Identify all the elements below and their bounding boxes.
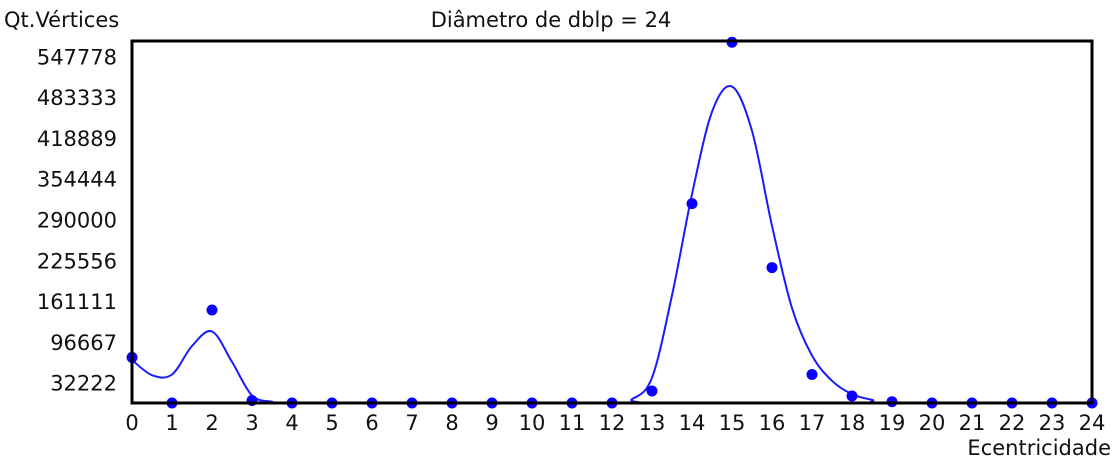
x-axis-ticks: 0 1 2 3 4 5 6 7 8 9 10 11 12 13 14 15 16 17 18 19 20 21 22 23 24: [125, 411, 1105, 435]
x-tick-label: 3: [245, 411, 258, 435]
x-tick-label: 2: [205, 411, 218, 435]
x-tick-label: 21: [959, 411, 986, 435]
x-tick-label: 16: [759, 411, 786, 435]
data-points: [126, 36, 1098, 409]
data-point: [206, 304, 218, 316]
y-tick-label: 96667: [50, 331, 117, 355]
x-tick-label: 5: [325, 411, 338, 435]
data-point: [806, 369, 818, 381]
y-axis-label: Qt.Vértices: [4, 8, 119, 32]
y-tick-label: 32222: [50, 372, 117, 396]
data-point: [686, 198, 698, 210]
plot-frame: [130, 39, 1094, 405]
x-tick-label: 15: [719, 411, 746, 435]
x-tick-label: 22: [999, 411, 1026, 435]
y-tick-label: 354444: [37, 168, 117, 192]
x-tick-label: 8: [445, 411, 458, 435]
x-tick-label: 19: [879, 411, 906, 435]
x-tick-label: 11: [559, 411, 586, 435]
y-axis-ticks: 32222 96667 161111 225556 290000 354444 418889…: [37, 45, 117, 395]
data-point: [646, 385, 658, 397]
x-tick-label: 10: [519, 411, 546, 435]
y-tick-label: 418889: [37, 127, 117, 151]
x-tick-label: 20: [919, 411, 946, 435]
x-tick-label: 12: [599, 411, 626, 435]
y-tick-label: 161111: [37, 290, 117, 314]
x-tick-label: 24: [1079, 411, 1106, 435]
y-tick-label: 547778: [37, 45, 117, 69]
x-tick-label: 0: [125, 411, 138, 435]
x-axis-label: Ecentricidade: [967, 436, 1111, 460]
y-tick-label: 290000: [37, 208, 117, 232]
y-tick-label: 225556: [37, 249, 117, 273]
x-tick-label: 18: [839, 411, 866, 435]
x-tick-label: 17: [799, 411, 826, 435]
x-tick-label: 23: [1039, 411, 1066, 435]
x-tick-label: 14: [679, 411, 706, 435]
x-tick-label: 13: [639, 411, 666, 435]
data-point: [846, 390, 858, 402]
x-tick-label: 9: [485, 411, 498, 435]
smoothed-curve-line: [131, 85, 1093, 405]
x-tick-label: 7: [405, 411, 418, 435]
data-point: [766, 262, 778, 274]
x-tick-label: 4: [285, 411, 298, 435]
x-tick-label: 1: [165, 411, 178, 435]
chart-title: Diâmetro de dblp = 24: [431, 8, 672, 32]
x-tick-label: 6: [365, 411, 378, 435]
y-tick-label: 483333: [37, 86, 117, 110]
